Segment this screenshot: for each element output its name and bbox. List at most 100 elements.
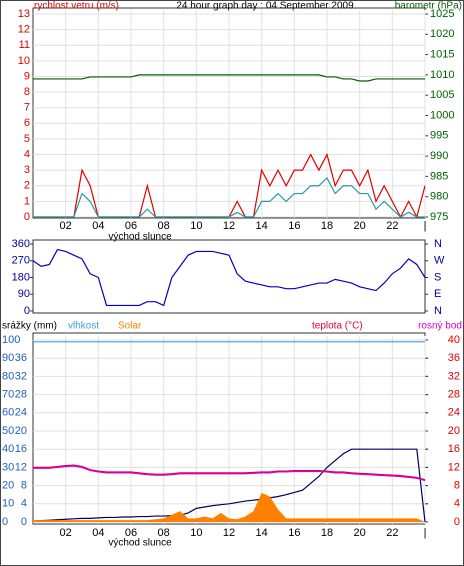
x-tick-label: 04 (92, 527, 104, 539)
y-tick-label: 40 (2, 443, 14, 455)
chart-title: 24 hour graph day : 04 September 2009 (176, 1, 354, 12)
y-tick-label: 6 (24, 117, 30, 129)
annotation: východ slunce (108, 232, 172, 243)
y2-tick-label: 980 (430, 191, 448, 203)
y2-tick-label: 28 (15, 389, 27, 401)
y-tick-label: 1 (24, 195, 30, 207)
x-tick-label: 12 (223, 220, 235, 232)
y2-tick-label: N (434, 238, 442, 250)
y2-tick-label: 1000 (430, 109, 454, 121)
y2-tick-label: 32 (15, 370, 27, 382)
x-tick-label: 10 (190, 527, 202, 539)
y3-tick-label: 12 (448, 461, 460, 473)
x-tick-label: 18 (321, 527, 333, 539)
y-tick-label: 5 (24, 133, 30, 145)
legend-label: vlhkost (68, 321, 99, 332)
x-tick-label: 10 (190, 220, 202, 232)
y3-tick-label: 28 (448, 389, 460, 401)
y-tick-label: 0 (24, 211, 30, 223)
y-tick-label: 7 (24, 102, 30, 114)
y2-tick-label: 0 (21, 516, 27, 528)
x-tick-label: 16 (288, 527, 300, 539)
y-tick-label: 100 (2, 334, 20, 346)
y-tick-label: 8 (24, 86, 30, 98)
y-tick-label: 3 (24, 164, 30, 176)
y-tick-label: 9 (24, 70, 30, 82)
y3-tick-label: 8 (454, 480, 460, 492)
y2-tick-label: 1005 (430, 89, 454, 101)
x-tick-label: 06 (125, 220, 137, 232)
x-tick-label: 08 (158, 527, 170, 539)
y2-tick-label: W (434, 255, 445, 267)
y2-tick-label: 16 (15, 443, 27, 455)
y2-tick-label: 1010 (430, 69, 454, 81)
line (33, 464, 426, 481)
x-tick-label: 18 (321, 220, 333, 232)
y-tick-label: 60 (2, 407, 14, 419)
y-tick-label: 90 (2, 352, 14, 364)
y-tick-label: 0 (24, 305, 30, 317)
axis-label: barometr (hPa) (395, 1, 462, 12)
y2-tick-label: 1015 (430, 49, 454, 61)
y-tick-label: 180 (12, 271, 30, 283)
legend-label: srážky (mm) (2, 321, 57, 332)
y2-tick-label: S (434, 271, 441, 283)
x-tick-label: 22 (386, 220, 398, 232)
x-tick-label: 14 (256, 220, 268, 232)
y-tick-label: 30 (2, 461, 14, 473)
y3-tick-label: 16 (448, 443, 460, 455)
axis-label: rychlost vetru (m/s) (34, 1, 119, 12)
line (32, 248, 426, 307)
legend-label: rosný bod (418, 321, 462, 332)
y-tick-label: 80 (2, 370, 14, 382)
y2-tick-label: 985 (430, 170, 448, 182)
line (33, 74, 425, 82)
y-tick-label: 11 (19, 39, 30, 51)
x-tick-label: | (424, 527, 427, 539)
y-tick-label: 10 (2, 498, 14, 510)
y-tick-label: 2 (24, 180, 30, 192)
x-tick-label: 20 (354, 527, 366, 539)
x-tick-label: 02 (60, 220, 72, 232)
line (32, 448, 426, 523)
y2-tick-label: 8 (21, 480, 27, 492)
y2-tick-label: N (434, 305, 442, 317)
y-tick-label: 0 (2, 516, 8, 528)
y2-tick-label: 36 (15, 352, 27, 364)
x-tick-label: | (424, 220, 427, 232)
y2-tick-label: 20 (15, 425, 27, 437)
x-tick-label: 08 (158, 220, 170, 232)
legend-label: teplota (°C) (312, 321, 363, 332)
x-tick-label: 22 (386, 527, 398, 539)
y3-tick-label: 36 (448, 352, 460, 364)
y-tick-label: 70 (2, 389, 14, 401)
y-tick-label: 270 (12, 255, 30, 267)
y2-tick-label: 1020 (430, 28, 454, 40)
x-tick-label: 06 (125, 527, 137, 539)
y2-tick-label: E (434, 288, 441, 300)
y2-tick-label: 995 (430, 130, 448, 142)
y-tick-label: 4 (24, 148, 30, 160)
y2-tick-label: 1025 (430, 8, 454, 20)
x-tick-label: 02 (60, 527, 72, 539)
y3-tick-label: 32 (448, 370, 460, 382)
x-tick-label: 16 (288, 220, 300, 232)
y3-tick-label: 24 (448, 407, 460, 419)
annotation: východ slunce (108, 538, 172, 549)
y3-tick-label: 20 (448, 425, 460, 437)
y3-tick-label: 4 (454, 498, 460, 510)
y-tick-label: 12 (18, 24, 30, 36)
y2-tick-label: 24 (15, 407, 27, 419)
line (33, 176, 425, 218)
line (33, 465, 426, 482)
x-tick-label: 12 (223, 527, 235, 539)
x-tick-label: 04 (92, 220, 104, 232)
y2-tick-label: 12 (15, 461, 27, 473)
y-tick-label: 13 (18, 8, 30, 20)
y-tick-label: 50 (2, 425, 14, 437)
y2-tick-label: 975 (430, 211, 448, 223)
y-tick-label: 360 (12, 238, 30, 250)
legend-label: Solar (118, 321, 142, 332)
